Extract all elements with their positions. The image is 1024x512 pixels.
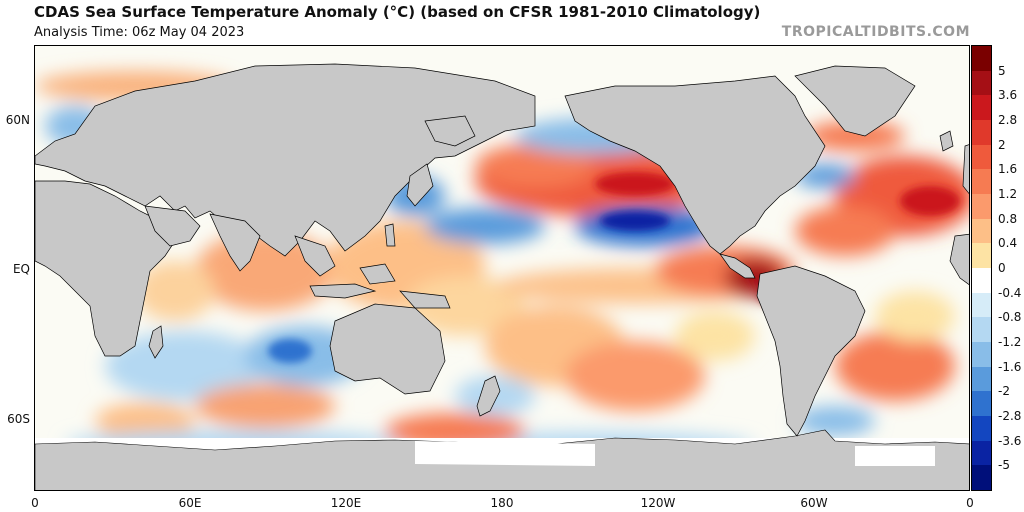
colorbar-label: 2 — [998, 137, 1006, 152]
colorbar — [971, 45, 992, 491]
colorbar-swatch — [972, 391, 991, 416]
colorbar-label: -0.8 — [998, 310, 1022, 325]
colorbar-swatch — [972, 169, 991, 194]
colorbar-label: 2.8 — [998, 113, 1018, 127]
lon-label-60e: 60E — [178, 496, 202, 510]
map-title: CDAS Sea Surface Temperature Anomaly (°C… — [34, 3, 761, 21]
lon-label-120w: 120W — [640, 496, 676, 510]
colorbar-swatch — [972, 341, 991, 367]
lon-label-60w: 60W — [800, 496, 828, 510]
colorbar-swatch — [972, 317, 991, 342]
lon-label-0-west: 0 — [31, 496, 39, 510]
colorbar-label: -1.2 — [998, 335, 1022, 349]
sst-anomaly-map[interactable] — [34, 45, 970, 491]
map-canvas — [35, 63, 969, 490]
lon-label-0-east: 0 — [966, 496, 974, 510]
analysis-time: Analysis Time: 06z May 04 2023 — [34, 25, 245, 40]
colorbar-label: 0 — [998, 261, 1006, 275]
colorbar-swatch — [972, 440, 991, 466]
lon-label-120e: 120E — [330, 496, 362, 510]
colorbar-label: 1.6 — [998, 162, 1018, 177]
site-credit: TROPICALTIDBITS.COM — [781, 24, 970, 40]
colorbar-label: -1.6 — [998, 359, 1022, 374]
colorbar-swatch — [972, 144, 991, 170]
colorbar-label: 3.6 — [998, 88, 1018, 103]
colorbar-swatch — [972, 218, 991, 244]
colorbar-swatch — [972, 292, 991, 318]
colorbar-label: -2.8 — [998, 409, 1022, 423]
colorbar-swatch — [972, 119, 991, 145]
colorbar-label: -0.4 — [998, 285, 1022, 300]
anomaly-detail — [268, 172, 960, 363]
colorbar-swatch — [972, 95, 991, 120]
colorbar-label: -2 — [998, 384, 1010, 399]
colorbar-swatch — [972, 243, 991, 268]
continents — [35, 63, 969, 437]
colorbar-label: -5 — [998, 458, 1010, 473]
colorbar-swatch — [972, 267, 991, 293]
colorbar-label: -3.6 — [998, 433, 1022, 448]
colorbar-swatch — [972, 465, 991, 490]
colorbar-swatch — [972, 193, 991, 219]
colorbar-label: 1.2 — [998, 187, 1018, 201]
colorbar-label: 5 — [998, 63, 1006, 78]
lat-label-60s: 60S — [7, 412, 30, 426]
colorbar-label: 0.8 — [998, 211, 1018, 226]
colorbar-swatch — [972, 46, 991, 71]
lat-label-60n: 60N — [5, 113, 30, 127]
lat-label-eq: EQ — [12, 262, 30, 276]
colorbar-swatch — [972, 70, 991, 96]
colorbar-swatch — [972, 366, 991, 392]
lon-label-180: 180 — [490, 496, 514, 510]
colorbar-label: 0.4 — [998, 236, 1018, 251]
colorbar-swatch — [972, 415, 991, 441]
